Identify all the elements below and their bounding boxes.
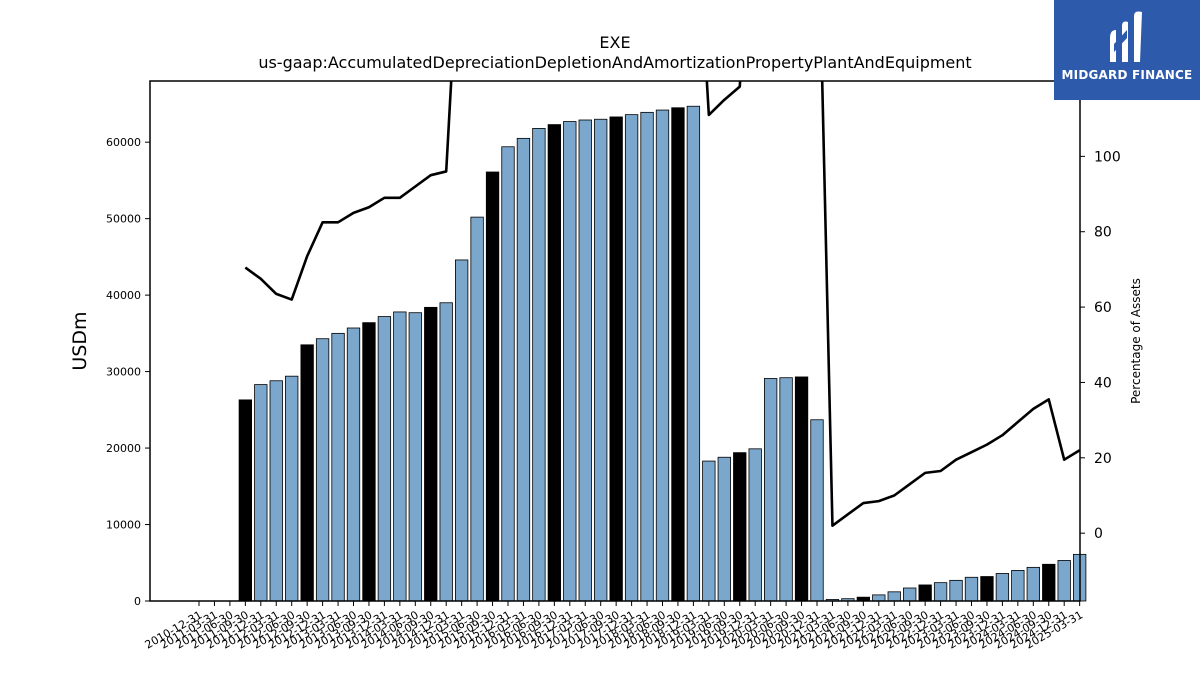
bar <box>887 591 901 602</box>
bar <box>594 118 608 602</box>
bar <box>377 316 392 602</box>
y2-tick-label: 40 <box>1094 375 1112 391</box>
y-tick-label: 40000 <box>106 289 141 302</box>
brand-name: MIDGARD FINANCE <box>1061 68 1193 82</box>
bar <box>563 121 577 602</box>
y-axis-label: USDm <box>69 311 91 370</box>
bar <box>609 116 623 602</box>
y2-axis-label: Percentage of Assets <box>1129 278 1143 404</box>
bar <box>933 582 948 602</box>
bar <box>810 419 824 602</box>
bar <box>424 306 438 602</box>
midgard-m-logo-icon <box>1110 11 1142 62</box>
bar <box>454 259 469 602</box>
bar <box>1026 566 1040 602</box>
y-tick-label: 20000 <box>106 442 141 455</box>
y2-tick-label: 100 <box>1094 149 1121 165</box>
bar <box>501 146 515 602</box>
bar <box>331 332 345 602</box>
bar <box>532 128 546 602</box>
bar <box>470 216 484 602</box>
percentage-line <box>244 81 1080 527</box>
bar <box>779 377 793 602</box>
y2-tick-label: 60 <box>1094 300 1112 316</box>
y2-tick-label: 0 <box>1094 526 1103 542</box>
bar <box>393 311 407 602</box>
bar <box>655 109 670 602</box>
bar <box>702 460 716 602</box>
bar <box>362 322 376 602</box>
bar <box>640 111 654 602</box>
bar <box>346 327 361 602</box>
bar-group <box>238 105 1087 602</box>
bar <box>547 124 561 602</box>
y-tick-label: 10000 <box>106 519 141 532</box>
bar <box>238 399 253 602</box>
y2-tick-label: 80 <box>1094 225 1112 241</box>
bar <box>300 344 314 602</box>
chart-subtitle: us-gaap:AccumulatedDepreciationDepletion… <box>258 53 971 72</box>
bar <box>872 594 886 602</box>
bar <box>764 378 778 602</box>
chart-title: EXE <box>599 33 630 52</box>
y-tick-label: 30000 <box>106 366 141 379</box>
brand-logo: MIDGARD FINANCE <box>1054 0 1200 100</box>
bar <box>794 376 809 602</box>
bar <box>733 452 747 602</box>
bar <box>1011 570 1025 602</box>
bar <box>315 338 330 602</box>
y-tick-label: 0 <box>134 595 141 608</box>
y2-tick-label: 20 <box>1094 451 1112 467</box>
bar <box>918 584 932 602</box>
bar <box>254 384 268 602</box>
x-axis: 2010-12-312011-03-312011-06-302011-09-30… <box>143 601 1085 652</box>
bar <box>485 171 500 602</box>
bar <box>717 456 731 602</box>
y2-axis: 0 20 40 60 80 100 <box>1080 149 1121 542</box>
bar <box>903 587 917 602</box>
bar <box>1042 563 1056 602</box>
bar <box>671 107 685 602</box>
bar <box>748 448 762 602</box>
bar <box>408 312 422 602</box>
bar <box>995 573 1010 602</box>
bar <box>269 380 283 602</box>
line-group <box>244 81 1080 527</box>
bar <box>624 114 639 602</box>
bar <box>285 375 299 602</box>
bar <box>439 302 453 602</box>
bar <box>1057 560 1071 602</box>
bar <box>964 576 979 602</box>
bar <box>686 105 701 602</box>
bar <box>516 137 531 602</box>
y-axis: 0 10000 20000 30000 40000 50000 60000 <box>106 136 150 608</box>
bar <box>578 119 592 602</box>
bar <box>949 579 963 602</box>
plot-frame <box>149 80 1081 602</box>
bar <box>980 576 994 602</box>
y-tick-label: 60000 <box>106 136 141 149</box>
y-tick-label: 50000 <box>106 213 141 226</box>
